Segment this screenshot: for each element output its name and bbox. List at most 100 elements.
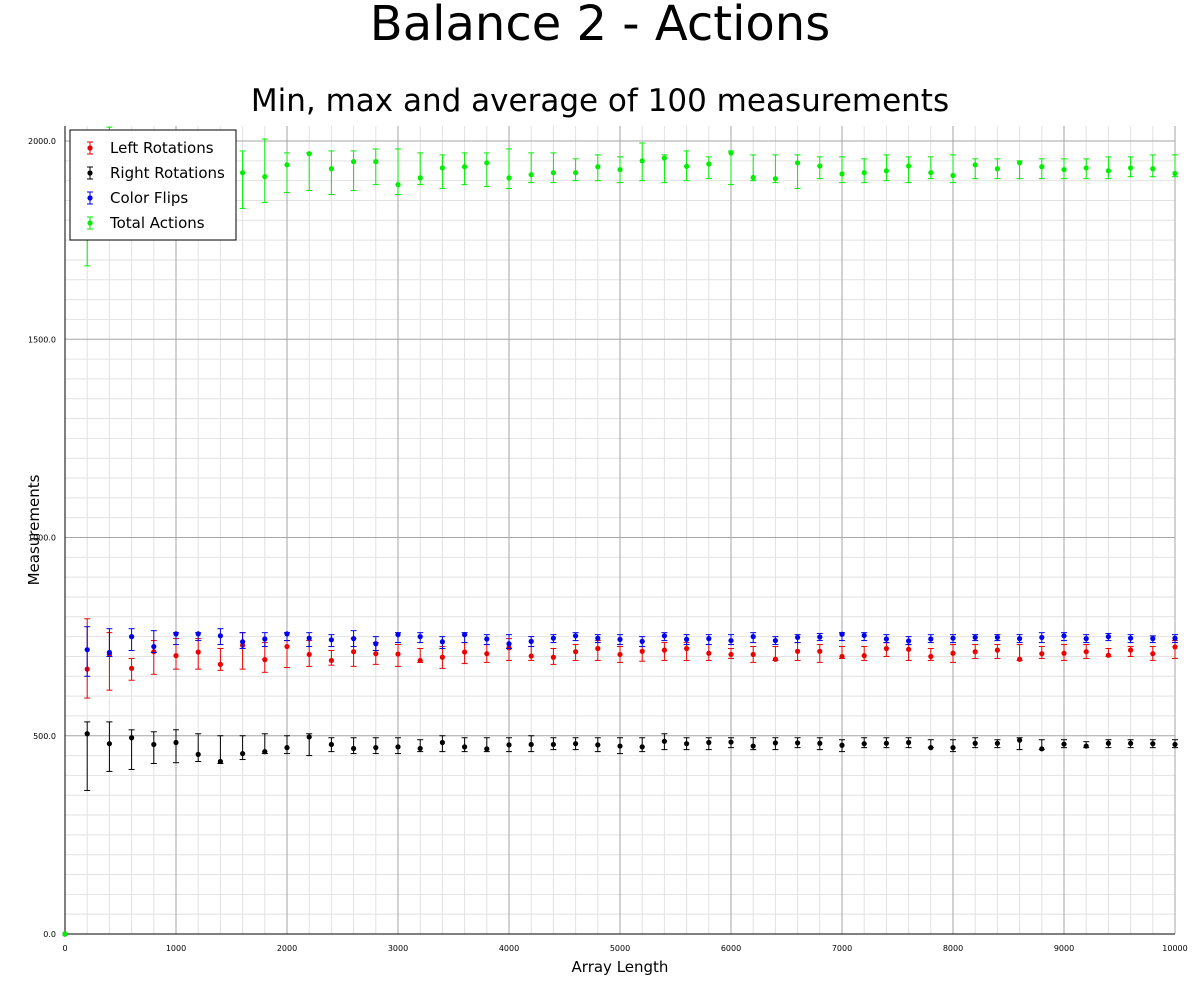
data-point [684,741,690,747]
data-point [484,651,490,657]
data-point [1061,633,1067,639]
data-point [906,646,912,652]
data-point [1128,740,1134,746]
data-point [439,654,445,660]
tick-labels: 0 1000 2000 3000 4000 5000 6000 7000 8000 9000 100… [28,137,1188,953]
data-point [728,739,734,745]
data-point [972,634,978,641]
data-point [1128,635,1134,641]
data-point [484,746,490,752]
x-tick-label: 6000 [721,944,741,953]
data-point [528,653,534,659]
y-axis-title: Measurements [25,474,43,585]
data-point [506,641,512,647]
data-point [706,636,712,642]
legend-label: Color Flips [110,189,188,207]
data-point [217,633,223,639]
y-tick-label: 1000.0 [28,534,56,543]
data-point [328,166,334,172]
data-point [861,653,867,659]
data-point [1039,634,1045,641]
data-point [595,635,601,641]
data-point [528,172,534,178]
major-grid [65,126,1176,934]
data-point [617,166,623,173]
data-point [972,162,978,168]
data-point [439,165,445,171]
legend-label: Left Rotations [110,139,214,157]
data-point [1172,644,1178,650]
data-point [284,643,290,650]
data-point [906,739,912,746]
data-point [506,742,512,748]
legend: Left Rotations Right Rotations Color Flips… [69,129,237,241]
series-right-rotations [62,721,1178,937]
data-point [994,647,1001,653]
data-point [972,740,978,746]
data-point [351,159,357,165]
data-point [661,647,668,653]
data-point [217,758,223,765]
data-point [994,634,1001,641]
data-point [573,741,579,747]
data-point [772,176,779,182]
data-point [573,649,579,655]
data-point [151,643,157,650]
data-point [151,741,157,748]
data-point [661,738,668,744]
data-point [462,164,468,170]
data-point [195,649,201,655]
data-point [861,741,867,747]
data-point [1061,741,1067,747]
data-point [883,740,890,746]
data-point [639,744,645,750]
data-point [1061,650,1067,656]
data-point [439,739,445,746]
data-point [328,741,334,748]
data-point [883,168,890,174]
data-point [772,656,779,662]
data-point [262,657,268,663]
data-point [417,657,423,664]
legend-marker [87,170,93,176]
data-point [661,633,668,639]
data-point [506,175,512,181]
data-point [795,634,801,641]
data-point [839,653,845,660]
data-point [706,650,712,656]
x-tick-label: 3000 [388,944,408,953]
data-point [262,749,268,755]
data-point [462,744,468,750]
data-point [528,741,534,748]
data-point [550,741,557,748]
data-point [684,163,690,169]
data-point [284,745,290,751]
data-point [550,170,557,176]
data-point [817,163,823,169]
axes [64,126,1175,935]
data-point [1017,656,1023,662]
data-point [462,632,468,638]
data-point [195,751,201,757]
data-point [617,651,623,658]
data-point [484,636,490,642]
data-point [728,150,734,156]
data-point [883,636,890,642]
data-point [84,731,90,737]
data-point [439,639,445,645]
data-point [795,740,801,746]
data-point [1105,740,1111,746]
data-point [661,155,668,161]
legend-label: Total Actions [109,214,205,232]
data-point [373,745,379,751]
data-point [62,931,68,937]
data-point [994,740,1001,746]
data-point [950,650,956,656]
data-point [1017,737,1023,743]
x-tick-label: 5000 [610,944,630,953]
data-point [839,171,845,177]
data-point [1083,743,1089,749]
data-point [750,634,756,640]
data-point [839,631,845,637]
data-point [173,739,179,746]
